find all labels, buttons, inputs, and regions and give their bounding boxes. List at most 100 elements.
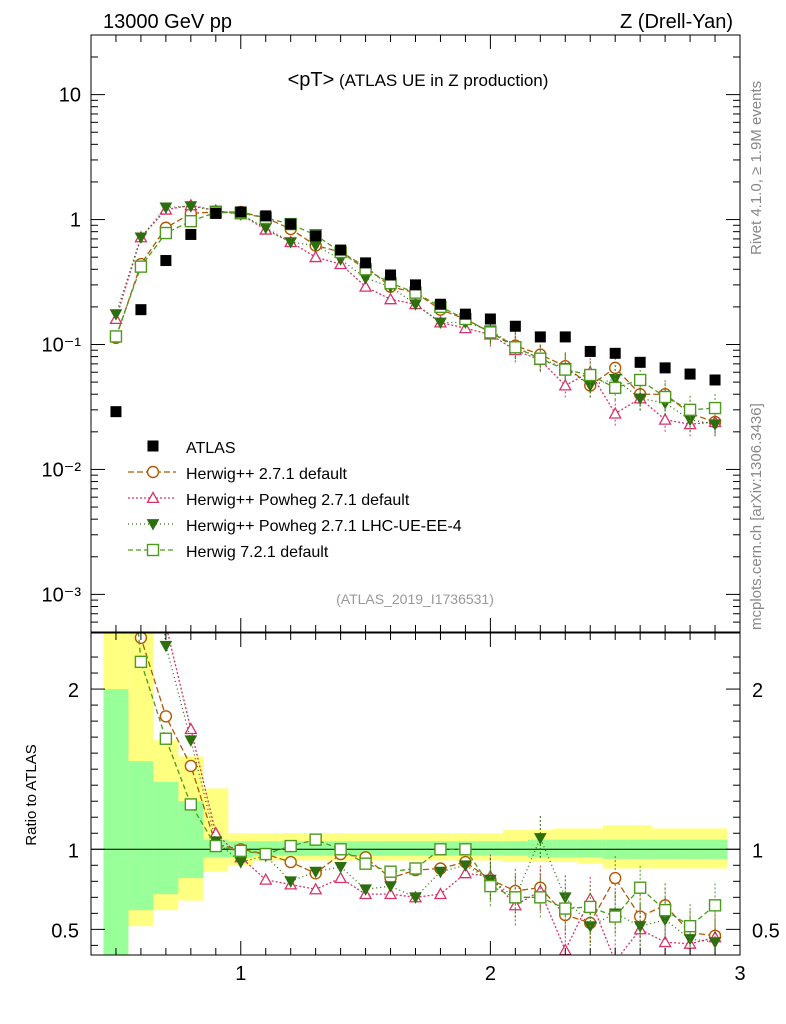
ratio-point xyxy=(234,844,247,858)
ratio-point xyxy=(159,710,173,723)
series-point xyxy=(159,202,173,214)
ratio-point xyxy=(409,892,422,904)
legend-marker xyxy=(146,519,160,531)
ratio-point xyxy=(384,865,397,878)
series-point xyxy=(109,309,123,321)
main-frame xyxy=(90,34,741,633)
ratio-point xyxy=(458,866,473,879)
data-point xyxy=(559,331,571,343)
ratio-point xyxy=(284,876,298,888)
ratio-point xyxy=(309,866,323,879)
ratio-point xyxy=(159,640,173,653)
ratio-point xyxy=(633,921,647,933)
series-line xyxy=(115,204,716,425)
ratio-point xyxy=(383,887,398,900)
data-point xyxy=(484,313,496,325)
mcplots-label: mcplots.cern.ch [arXiv:1306.3436] xyxy=(748,403,765,630)
ratio-point xyxy=(683,934,697,946)
ratio-point xyxy=(384,881,397,893)
series-point xyxy=(109,330,123,343)
data-point xyxy=(659,362,671,374)
series-point xyxy=(558,378,572,391)
data-point xyxy=(434,298,446,310)
ratio-point xyxy=(110,203,121,213)
series-point xyxy=(708,401,722,415)
ratio-point xyxy=(184,735,198,747)
ratio-panel: 2 2 1 1 0.5 0.5 Ratio to ATLAS xyxy=(23,44,780,956)
ratio-point xyxy=(614,954,616,955)
data-point xyxy=(210,207,222,219)
ratio-point xyxy=(359,857,372,870)
ratio-point xyxy=(184,759,198,773)
main-series-2 xyxy=(109,198,722,439)
ratio-point xyxy=(608,910,622,923)
ratio-band-inner xyxy=(103,689,129,955)
ratio-point xyxy=(509,891,522,904)
data-point xyxy=(310,230,322,242)
main-series-3 xyxy=(109,201,722,439)
series-point xyxy=(309,250,323,263)
series-point xyxy=(509,341,522,354)
y-tick-label: 10⁻³ xyxy=(42,584,82,606)
series-point xyxy=(584,368,597,382)
ratio-band-inner xyxy=(128,761,154,911)
ratio-band-inner xyxy=(153,781,179,895)
series-point xyxy=(409,299,422,311)
ratio-point xyxy=(433,887,448,900)
ratio-point xyxy=(334,861,347,874)
ratio-ylabel: Ratio to ATLAS xyxy=(23,744,40,845)
x-tick-label: 2 xyxy=(485,963,496,985)
ratio-point xyxy=(658,935,672,948)
series-line xyxy=(115,211,716,411)
y-tick-label: 10⁻¹ xyxy=(42,335,82,357)
ratio-point xyxy=(534,891,547,904)
ratio-point xyxy=(434,866,447,879)
ratio-point xyxy=(259,872,273,885)
main-series-1 xyxy=(109,205,722,436)
legend-label-data: ATLAS xyxy=(186,440,236,457)
legend-marker xyxy=(146,465,160,479)
ratio-band-inner xyxy=(353,841,379,856)
series-point xyxy=(184,215,198,228)
data-point xyxy=(534,331,546,343)
ratio-tick-label: 2 xyxy=(68,680,79,702)
ratio-point xyxy=(110,44,121,54)
plot-title-sub: (ATLAS UE in Z production) xyxy=(334,71,548,90)
header-process: Z (Drell-Yan) xyxy=(620,11,733,33)
series-point xyxy=(658,412,672,425)
ratio-point xyxy=(110,363,121,374)
legend-marker xyxy=(146,543,160,557)
ratio-point xyxy=(110,379,121,390)
data-point xyxy=(584,345,596,357)
legend-label: Herwig 7.2.1 default xyxy=(186,544,329,561)
series-point xyxy=(608,381,622,395)
ratio-tick-label-right: 0.5 xyxy=(752,920,780,942)
ratio-point xyxy=(259,847,272,861)
main-series-4 xyxy=(109,206,722,424)
series-point xyxy=(184,201,198,213)
ratio-tick-label-right: 1 xyxy=(752,840,763,862)
series-point xyxy=(434,317,447,330)
series-line xyxy=(115,205,716,425)
data-point xyxy=(135,304,147,316)
ratio-tick-label-right: 2 xyxy=(752,680,763,702)
ratio-point xyxy=(683,919,697,933)
data-point xyxy=(110,406,122,418)
ratio-tick-label: 1 xyxy=(68,840,79,862)
series-point xyxy=(284,237,298,249)
ratio-point xyxy=(584,900,597,914)
series-point xyxy=(559,363,572,376)
series-point xyxy=(608,361,622,375)
plot-title-main: <pT> xyxy=(288,69,335,91)
series-point xyxy=(159,226,173,240)
main-panel: 10 1 10⁻¹ 10⁻² 10⁻³ <pT> (ATLAS UE in Z prod… xyxy=(42,34,741,633)
plot-title: <pT> (ATLAS UE in Z production) xyxy=(288,69,549,91)
data-point xyxy=(385,269,397,281)
series-point xyxy=(608,406,622,419)
ratio-point xyxy=(309,882,323,895)
ratio-point xyxy=(134,655,148,669)
data-point xyxy=(360,257,372,269)
ratio-band-inner xyxy=(303,841,329,856)
legend-label: Herwig++ Powheg 2.7.1 default xyxy=(186,492,410,509)
series-point xyxy=(358,279,373,292)
